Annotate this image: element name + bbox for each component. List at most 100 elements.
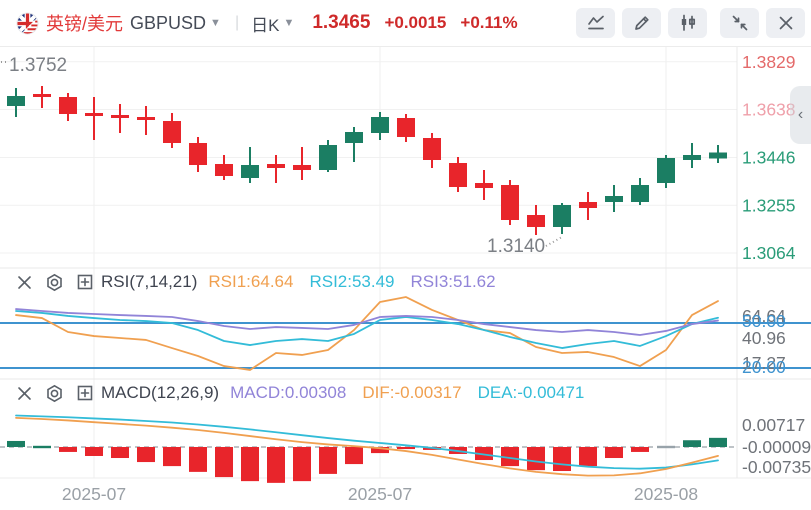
macd-close-button[interactable] [15,384,34,403]
rsi-axis-label: 17.27 [742,353,786,373]
macd-hist-bar [605,447,623,459]
plus-square-icon [77,385,92,401]
line-chart-button[interactable] [576,8,615,38]
chevron-left-icon: ‹ [797,106,804,123]
macd-hist-bar [527,447,545,471]
low-price-annotation: 1.3140 [487,236,546,257]
close-icon [18,275,31,289]
rsi-axis-label: 40.96 [742,328,786,348]
gbpusd-flag-icon [16,11,39,35]
macd-hist-bar [293,447,311,482]
candle-body [319,145,337,170]
price-axis-label: 1.3829 [742,52,796,72]
macd-legend-item: DEA:-0.00471 [477,383,585,402]
close-chart-button[interactable] [766,8,805,38]
macd-hist-bar [267,447,285,483]
macd-add-button[interactable] [75,384,94,403]
macd-hist-bar [553,447,571,472]
candle-body [85,113,103,116]
candle-body [527,215,545,227]
chart-toolbar [576,8,805,38]
annotation-dots [545,236,563,247]
macd-hist-bar [215,447,233,478]
macd-legend-item: DIF:-0.00317 [362,383,462,402]
line-chart-icon [587,15,604,30]
symbol-selector[interactable]: GBPUSD [130,12,207,33]
candle-body [709,152,727,159]
timeframe-selector[interactable]: 日K [251,15,280,35]
candle-body [137,117,155,120]
macd-hist-bar [111,447,129,459]
rsi3-line [15,308,719,336]
macd-hist-bar [7,440,25,447]
macd-hist-bar [475,447,493,461]
candlestick-icon [681,14,695,31]
candle-body [7,96,25,106]
price-axis-label: 1.3255 [742,195,796,215]
macd-axis-label: 0.00717 [742,415,805,435]
dea-line [15,414,719,470]
candle-body [449,163,467,187]
candle-body [423,138,441,160]
candle-body [59,97,77,114]
high-price-annotation: 1.3752 [9,55,68,76]
candle-body [605,196,623,202]
rsi-close-button[interactable] [15,273,34,292]
macd-hist-bar [189,447,207,472]
draw-pencil-icon [634,16,649,30]
rsi-axis-label: 64.64 [742,306,786,326]
rsi-guide-label: 50.00 [742,311,786,331]
candle-body [189,143,207,165]
macd-hist-bar [631,447,649,452]
candle-body [553,205,571,227]
timeframe-caret-icon[interactable]: ▼ [283,17,295,29]
price-axis-label: 1.3446 [742,148,796,168]
candle-body [631,185,649,202]
macd-hist-bar [59,447,77,452]
rsi2-line [15,310,719,349]
candle-body [657,158,675,183]
price-axis-label: 1.3064 [742,243,796,263]
dif-line [15,416,719,477]
macd-settings-button[interactable] [45,384,64,403]
price-axis-label: 1.3638 [742,100,796,120]
macd-hist-bar [371,447,389,454]
macd-hist-bar [345,447,363,465]
rsi-title: RSI(7,14,21) [101,272,198,291]
x-axis-label: 2025-08 [634,484,698,504]
plus-square-icon [77,274,92,290]
candle-body [501,185,519,220]
macd-hist-bar [319,447,337,474]
rsi-legend-item: RSI3:51.62 [410,272,496,291]
rsi-add-button[interactable] [75,273,94,292]
candle-body [475,183,493,188]
x-axis-label: 2025-07 [348,484,412,504]
close-icon [18,386,31,400]
candle-body [397,118,415,137]
pair-name-chinese: 英镑/美元 [46,14,124,34]
draw-button[interactable] [622,8,661,38]
macd-hist-bar [163,447,181,467]
price-change-percent: +0.11% [460,13,518,32]
rsi-settings-button[interactable] [45,273,64,292]
rsi1-line [15,296,719,371]
x-axis-label: 2025-07 [62,484,126,504]
header-divider: | [234,14,240,31]
candle-body [371,117,389,133]
macd-axis-label: -0.00009 [742,437,811,457]
rsi-legend-item: RSI1:64.64 [208,272,294,291]
shrink-button[interactable] [720,8,759,38]
macd-hist-bar [397,447,415,450]
symbol-caret-icon[interactable]: ▼ [210,17,221,29]
candle-body [579,202,597,208]
candlestick-button[interactable] [668,8,707,38]
candle-body [215,164,233,176]
macd-legend: MACD:0.00308 DIF:-0.00317 DEA:-0.00471 [230,383,584,403]
candle-body [163,121,181,143]
macd-title: MACD(12,26,9) [101,383,220,402]
chart-header: 英镑/美元 GBPUSD ▼ | 日K ▼ 1.3465 +0.0015 +0.… [0,0,811,47]
candle-body [293,165,311,170]
macd-panel-header: MACD(12,26,9) MACD:0.00308 DIF:-0.00317 DE… [15,382,584,404]
collapse-axis-tab[interactable]: ‹ [790,86,811,144]
